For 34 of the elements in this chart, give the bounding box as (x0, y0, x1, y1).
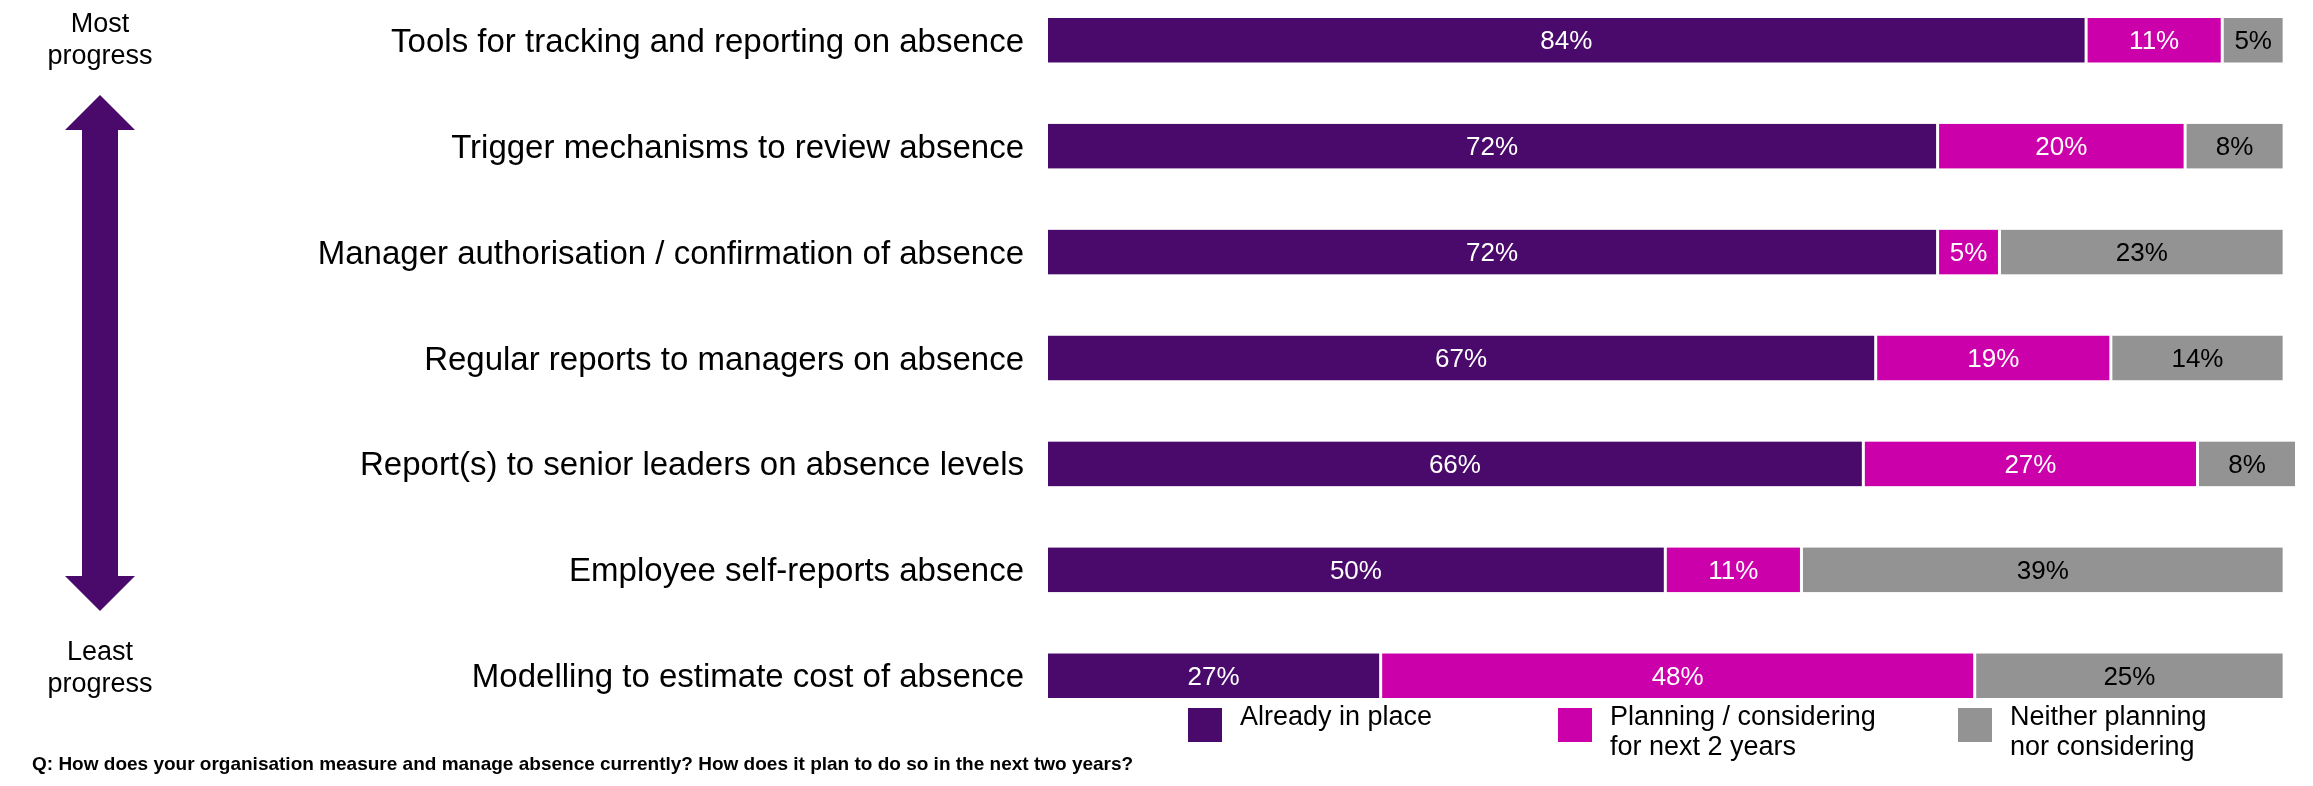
text: Most progress (47, 8, 153, 70)
data-label: 84% (1540, 25, 1593, 56)
y-tick-label: Trigger mechanisms to review absence (451, 127, 1024, 165)
text: Least progress (47, 636, 153, 698)
data-label: 8% (2215, 131, 2254, 162)
legend-label: Already in place (1240, 701, 1433, 731)
text: Q: How does your organisation measure and manage absence currently? How does it plan to do so in the next two years? (32, 753, 1134, 774)
data-label: 11% (2129, 25, 2180, 56)
data-label: 23% (2115, 237, 2168, 268)
data-label: 39% (2016, 554, 2069, 585)
data-label: 67% (1435, 343, 1488, 374)
legend-label: Neither planning nor considering (2010, 701, 2207, 761)
data-label: 27% (2004, 449, 2057, 480)
data-label: 48% (1651, 660, 1704, 691)
y-tick-label: Modelling to estimate cost of absence (471, 657, 1024, 695)
legend-label: Planning / considering for next 2 years (1610, 701, 1876, 761)
data-label: 25% (2103, 660, 2156, 691)
data-label: 50% (1329, 554, 1382, 585)
data-label: 5% (2234, 25, 2272, 56)
data-label: 19% (1967, 343, 2020, 374)
data-label: 27% (1187, 660, 1240, 691)
y-tick-label: Employee self-reports absence (569, 551, 1024, 589)
data-label: 5% (1949, 237, 1988, 268)
data-label: 20% (2035, 131, 2088, 162)
data-label: 14% (2171, 343, 2224, 374)
y-tick-label: Regular reports to managers on absence (424, 339, 1024, 377)
y-tick-label: Report(s) to senior leaders on absence levels (359, 445, 1024, 483)
y-tick-label: Tools for tracking and reporting on absence (391, 21, 1024, 59)
data-label: 72% (1466, 131, 1519, 162)
data-label: 8% (2228, 449, 2266, 480)
data-label: 72% (1466, 237, 1519, 268)
y-tick-label: Manager authorisation / confirmation of absence (317, 233, 1024, 271)
data-label: 11% (1708, 554, 1759, 585)
data-label: 66% (1428, 449, 1481, 480)
